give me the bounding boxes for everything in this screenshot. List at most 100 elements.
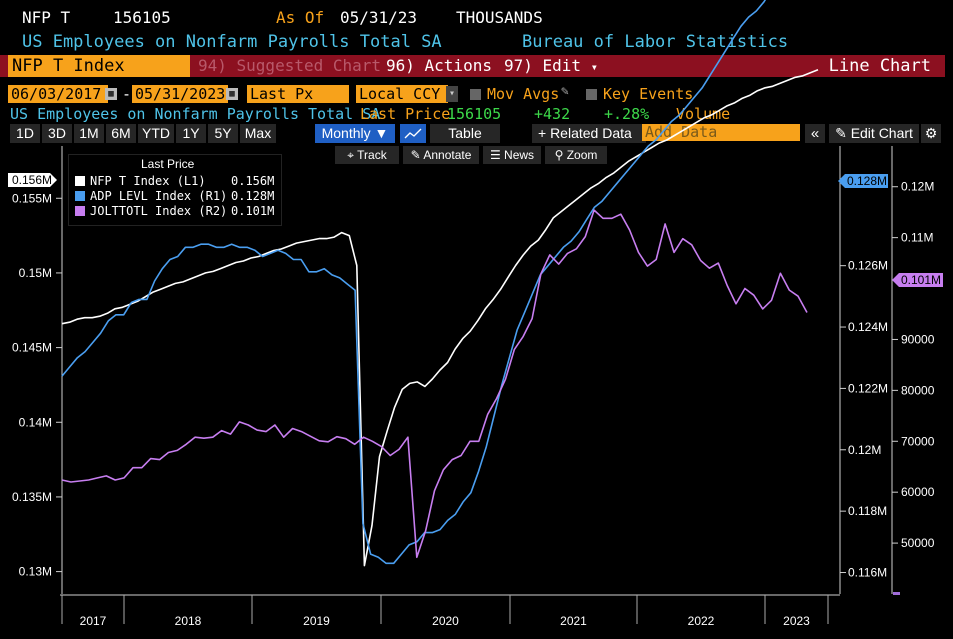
right2-tick-label: 80000	[901, 383, 935, 397]
news-button[interactable]: ☰ News	[483, 146, 541, 164]
data-source: Bureau of Labor Statistics	[522, 32, 789, 52]
edit-menu[interactable]: 97) Edit ▾	[498, 55, 598, 77]
suggested-charts-button[interactable]: 94) Suggested Charts	[192, 55, 391, 77]
range-button-1d[interactable]: 1D	[10, 124, 40, 143]
security-field[interactable]: NFP T Index	[8, 55, 190, 77]
range-button-1m[interactable]: 1M	[74, 124, 104, 143]
x-tick-label: 2023	[783, 614, 810, 628]
right-axis-2-marker	[893, 592, 900, 595]
news-icon: ☰	[489, 148, 501, 162]
key-events-checkbox[interactable]	[586, 89, 597, 100]
start-date-input[interactable]: 06/03/2017	[8, 85, 108, 103]
right2-tick-label: 90000	[901, 332, 935, 346]
last-price-label: Last Price	[360, 105, 451, 123]
range-button-max[interactable]: Max	[240, 124, 276, 143]
edit-chart-label: Edit Chart	[850, 125, 913, 141]
mov-avgs-edit-icon[interactable]: ✎	[561, 84, 569, 99]
right2-tick-label: 50000	[901, 536, 935, 550]
x-tick-label: 2021	[560, 614, 587, 628]
ticker: NFP T	[22, 8, 71, 27]
track-label: Track	[357, 148, 387, 162]
legend-value: 0.128M	[231, 189, 275, 203]
left-tick-label: 0.145M	[12, 341, 52, 355]
collapse-button[interactable]: «	[805, 124, 825, 143]
zoom-icon: ⚲	[554, 148, 564, 162]
right1-last-value-text: 0.128M	[847, 174, 887, 188]
right1-tick-label: 0.126M	[848, 259, 888, 273]
chart-type-label[interactable]: Line Chart	[800, 55, 945, 77]
key-events-label[interactable]: Key Events	[603, 85, 694, 103]
edit-label: 97) Edit	[504, 56, 582, 75]
date-separator: -	[122, 85, 132, 103]
series-description: US Employees on Nonfarm Payrolls Total S…	[22, 32, 442, 52]
left-tick-label: 0.14M	[19, 415, 52, 429]
annotate-pencil-icon: ✎	[410, 148, 421, 162]
left-last-value-text: 0.156M	[12, 173, 52, 187]
line-style-icon[interactable]	[400, 124, 426, 143]
end-calendar-icon[interactable]: ▦	[226, 88, 238, 100]
right1-tick-label: 0.118M	[848, 504, 887, 518]
currency-select[interactable]: Local CCY	[356, 85, 448, 103]
x-tick-label: 2019	[303, 614, 330, 628]
mov-avgs-checkbox[interactable]	[470, 89, 481, 100]
range-button-3d[interactable]: 3D	[42, 124, 72, 143]
pencil-icon: ✎	[835, 125, 847, 141]
zoom-label: Zoom	[566, 148, 598, 162]
field-select[interactable]: Last Px	[247, 85, 349, 103]
end-date-input[interactable]: 05/31/2023	[132, 85, 228, 103]
chart-legend[interactable]: Last Price NFP T Index (L1) 0.156M ADP LEV…	[68, 154, 282, 226]
net-change: +432	[534, 105, 571, 123]
zoom-button[interactable]: ⚲ Zoom	[545, 146, 607, 164]
table-button[interactable]: Table	[430, 124, 500, 143]
x-tick-label: 2020	[432, 614, 459, 628]
track-button[interactable]: ⌖ Track	[335, 146, 399, 164]
legend-swatch	[75, 191, 85, 201]
last-price-value: 156105	[447, 105, 502, 123]
legend-swatch	[75, 176, 85, 186]
mov-avgs-label[interactable]: Mov Avgs	[487, 85, 560, 103]
range-button-6m[interactable]: 6M	[106, 124, 136, 143]
chart-type-text: Line Chart	[828, 56, 931, 76]
add-data-input[interactable]: Add Data	[642, 124, 800, 141]
right2-tick-label: 70000	[901, 434, 935, 448]
actions-menu[interactable]: 96) Actions ▾	[380, 55, 509, 77]
x-tick-label: 2022	[688, 614, 715, 628]
edit-chart-button[interactable]: ✎ Edit Chart	[829, 124, 919, 143]
range-button-ytd[interactable]: YTD	[138, 124, 174, 143]
range-button-1y[interactable]: 1Y	[176, 124, 206, 143]
news-label: News	[504, 148, 535, 162]
legend-label: NFP T Index (L1)	[90, 174, 206, 188]
right2-last-value-tag	[892, 273, 943, 287]
legend-label: JOLTTOTL Index (R2)	[90, 204, 228, 218]
legend-swatch	[75, 206, 85, 216]
left-tick-label: 0.15M	[19, 266, 52, 280]
left-tick-label: 0.155M	[12, 191, 52, 205]
legend-value: 0.101M	[231, 204, 275, 218]
left-tick-label: 0.13M	[19, 565, 52, 579]
related-data-button[interactable]: + Related Data	[532, 124, 646, 143]
right1-last-value-tag	[838, 174, 888, 188]
range-button-5y[interactable]: 5Y	[208, 124, 238, 143]
x-tick-label: 2017	[80, 614, 107, 628]
ticker-price: 156105	[113, 8, 171, 27]
as-of-date: 05/31/23	[340, 8, 418, 27]
annotate-label: Annotate	[423, 148, 472, 162]
right2-tick-label: 60000	[901, 485, 935, 499]
x-tick-label: 2018	[175, 614, 202, 628]
annotate-button[interactable]: ✎ Annotate	[403, 146, 479, 164]
series-line-r2	[61, 209, 808, 559]
frequency-select[interactable]: Monthly ▼	[315, 124, 395, 143]
volume-label: Volume	[676, 105, 731, 123]
right1-tick-label: 0.12M	[848, 443, 881, 457]
actions-label: 96) Actions	[386, 56, 492, 75]
units-label: THOUSANDS	[456, 8, 543, 27]
series-line-l1	[61, 69, 819, 567]
right2-tick-label: 0.11M	[901, 231, 933, 245]
right2-tick-label: 0.12M	[901, 180, 934, 194]
left-tick-label: 0.135M	[12, 490, 52, 504]
start-calendar-icon[interactable]: ▦	[105, 88, 117, 100]
settings-gear-icon[interactable]: ⚙	[921, 124, 941, 143]
as-of-label: As Of	[276, 8, 325, 27]
currency-dropdown-icon[interactable]: ▾	[446, 86, 458, 102]
edit-dropdown-icon: ▾	[590, 60, 598, 74]
